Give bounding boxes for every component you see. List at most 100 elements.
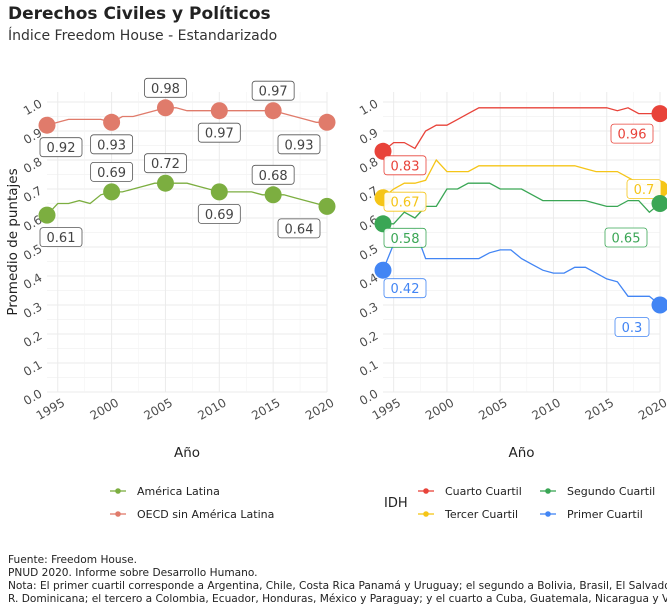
data-point-america-latina	[318, 197, 336, 215]
data-label-box	[197, 203, 241, 224]
legend-key-dot-america-latina	[115, 488, 121, 494]
data-point-oecd-sin-america-latina	[210, 102, 228, 120]
data-point-cuarto-cuartil	[651, 105, 667, 123]
data-label-box	[383, 191, 427, 212]
series-line-tercer-cuartil	[382, 158, 661, 199]
y-tick-label: 1.0	[357, 96, 381, 118]
caption-note-line-2: R. Dominicana; el tercero a Colombia, Ec…	[8, 593, 667, 605]
data-label: 0.92	[47, 141, 76, 156]
legend-label-cuarto-cuartil: Cuarto Cuartil	[445, 485, 522, 498]
data-label-box	[90, 161, 134, 182]
data-point-america-latina	[156, 174, 174, 192]
data-label: 0.3	[622, 321, 643, 336]
data-label: 0.65	[612, 232, 641, 247]
data-point-oecd-sin-america-latina	[264, 102, 282, 120]
data-label-box	[610, 123, 654, 144]
data-label-box	[251, 164, 295, 185]
legend-label-oecd-sin-america-latina: OECD sin América Latina	[137, 508, 274, 521]
data-label-box	[277, 218, 321, 239]
data-label: 0.61	[47, 231, 76, 246]
data-label-box	[277, 134, 321, 155]
data-label: 0.58	[391, 232, 420, 247]
data-label-box	[90, 134, 134, 155]
y-tick-label: 0.0	[357, 386, 381, 408]
y-tick-label: 0.9	[357, 125, 381, 147]
series-line-primer-cuartil	[382, 228, 661, 306]
data-point-oecd-sin-america-latina	[156, 99, 174, 117]
x-tick-label: 2000	[423, 395, 456, 422]
data-label-box	[626, 179, 662, 199]
data-label-box	[144, 77, 187, 98]
data-label-box	[383, 278, 427, 299]
x-tick-label: 2015	[583, 395, 616, 422]
legend-key-dot-primer-cuartil	[545, 511, 551, 517]
series-line-cuarto-cuartil	[382, 107, 660, 152]
y-tick-label: 0.3	[21, 299, 45, 321]
y-tick-label: 0.8	[357, 154, 381, 176]
data-point-segundo-cuartil	[651, 195, 667, 212]
x-tick-label: 2005	[476, 395, 509, 422]
data-label: 0.69	[205, 208, 234, 223]
y-tick-label: 0.8	[21, 154, 45, 176]
data-label: 0.96	[618, 128, 647, 143]
x-tick-label: 2020	[636, 395, 667, 422]
data-label: 0.97	[205, 127, 234, 142]
chart-title: Derechos Civiles y Políticos	[8, 4, 271, 24]
data-label-box	[39, 137, 83, 158]
chart-canvas: Promedio de puntajes 0.0 0.1 0.2 0.3 0.4 0.5 0.…	[5, 77, 667, 521]
y-tick-label: 0.5	[357, 241, 381, 263]
legend-title: IDH	[384, 496, 408, 511]
data-label-box	[383, 155, 427, 176]
data-label: 0.64	[285, 222, 314, 237]
data-label: 0.83	[391, 159, 420, 174]
series-line-segundo-cuartil	[383, 182, 661, 225]
data-label-box	[614, 317, 650, 337]
data-label-box	[604, 227, 648, 248]
data-label-box	[383, 227, 427, 248]
legend-label-primer-cuartil: Primer Cuartil	[567, 508, 643, 521]
x-axis-title-1: Año	[174, 445, 200, 461]
legend-key-dot-tercer-cuartil	[423, 511, 429, 517]
data-label-box	[39, 227, 83, 248]
data-point-america-latina	[38, 206, 56, 224]
y-tick-label: 0.1	[21, 357, 45, 379]
data-label: 0.7	[634, 183, 655, 198]
data-label: 0.97	[259, 85, 288, 100]
data-label-box	[144, 153, 187, 174]
data-label-box	[197, 122, 241, 143]
data-label: 0.93	[285, 138, 314, 153]
data-point-america-latina	[264, 186, 282, 204]
x-tick-label: 2015	[249, 395, 282, 422]
y-tick-label: 1.0	[21, 96, 45, 118]
data-label: 0.69	[97, 166, 126, 181]
legend-key-dot-oecd-sin-america-latina	[115, 511, 121, 517]
x-tick-label: 2005	[142, 395, 175, 422]
caption-report: PNUD 2020. Informe sobre Desarrollo Huma…	[8, 567, 258, 579]
data-point-primer-cuartil	[374, 261, 392, 279]
data-label: 0.98	[151, 82, 180, 97]
y-tick-label: 0.0	[21, 386, 45, 408]
data-label: 0.67	[391, 196, 420, 211]
data-label: 0.72	[151, 157, 180, 172]
y-tick-label: 0.2	[357, 328, 381, 350]
data-point-primer-cuartil	[651, 296, 667, 314]
x-axis-title-2: Año	[508, 445, 534, 461]
y-tick-label: 0.1	[357, 357, 381, 379]
data-label: 0.68	[259, 169, 288, 184]
y-tick-label: 0.3	[357, 299, 381, 321]
caption-source: Fuente: Freedom House.	[8, 554, 138, 566]
x-tick-label: 2010	[195, 395, 228, 422]
data-point-oecd-sin-america-latina	[38, 116, 56, 134]
y-axis-title: Promedio de puntajes	[5, 168, 21, 315]
legend-key-dot-segundo-cuartil	[545, 488, 551, 494]
legend-label-america-latina: América Latina	[137, 485, 220, 498]
data-point-oecd-sin-america-latina	[103, 113, 121, 131]
data-label: 0.42	[391, 282, 420, 297]
caption-note-line-1: Nota: El primer cuartil corresponde a Ar…	[8, 580, 667, 592]
legend-label-segundo-cuartil: Segundo Cuartil	[567, 485, 655, 498]
x-tick-label: 2000	[88, 395, 121, 422]
data-label: 0.93	[97, 138, 126, 153]
y-tick-label: 0.4	[21, 270, 45, 292]
data-point-oecd-sin-america-latina	[318, 113, 336, 131]
y-tick-label: 0.7	[21, 183, 45, 205]
